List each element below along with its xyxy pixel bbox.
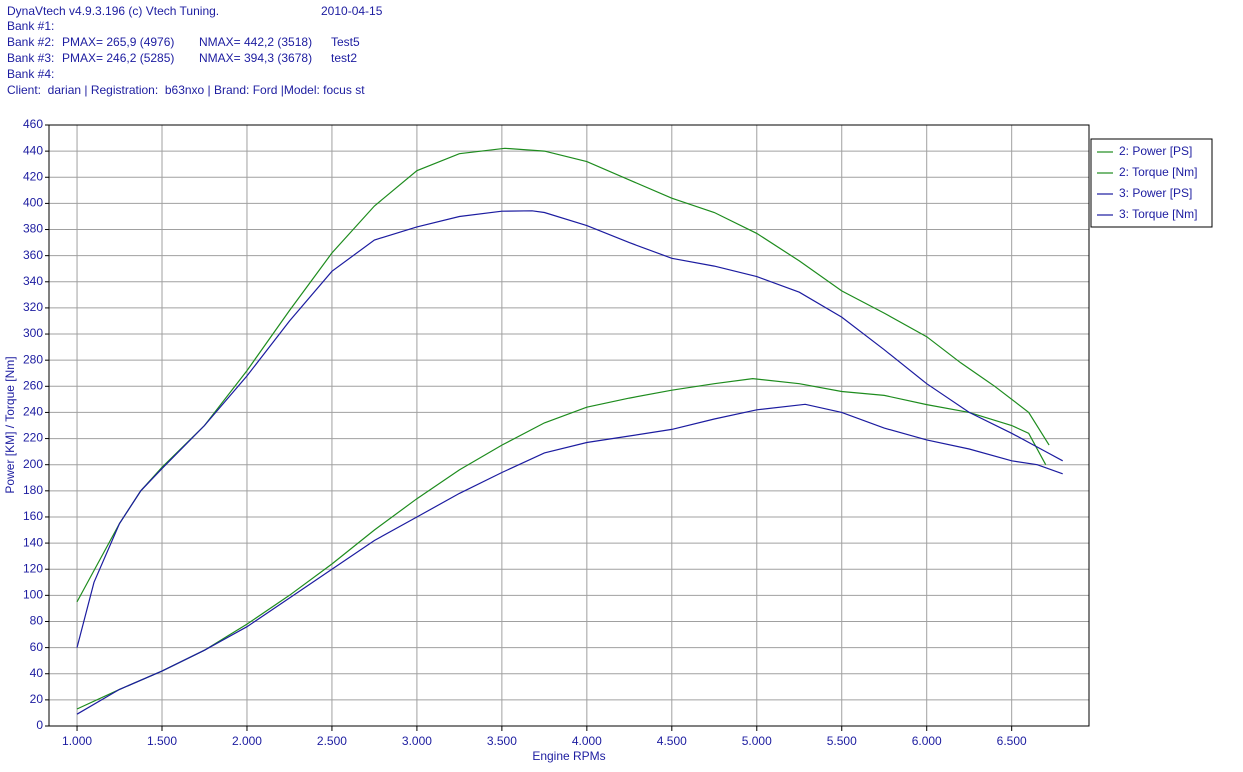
bank-pmax: PMAX= 246,2 (5285) [62, 51, 174, 65]
y-tick-label: 420 [23, 169, 43, 183]
x-tick-label: 3.000 [402, 734, 432, 748]
y-tick-label: 360 [23, 248, 43, 262]
y-tick-label: 300 [23, 326, 43, 340]
y-tick-label: 100 [23, 588, 43, 602]
x-tick-label: 6.000 [912, 734, 942, 748]
software: DynaVtech v4.9.3.196 (c) Vtech Tuning. [7, 4, 219, 18]
bank-nmax: NMAX= 442,2 (3518) [199, 35, 312, 49]
y-tick-label: 180 [23, 483, 43, 497]
y-tick-label: 380 [23, 222, 43, 236]
bank-label: Bank #4: [7, 67, 54, 81]
x-tick-label: 5.000 [742, 734, 772, 748]
legend-label: 3: Torque [Nm] [1119, 207, 1197, 221]
y-tick-label: 440 [23, 143, 43, 157]
y-tick-label: 0 [36, 718, 43, 732]
y-tick-label: 60 [30, 640, 44, 654]
y-tick-label: 240 [23, 405, 43, 419]
y-tick-label: 340 [23, 274, 43, 288]
bank-pmax: PMAX= 265,9 (4976) [62, 35, 174, 49]
y-tick-label: 320 [23, 300, 43, 314]
x-tick-label: 2.000 [232, 734, 262, 748]
x-tick-label: 1.500 [147, 734, 177, 748]
series-line [76, 210, 1063, 648]
y-tick-label: 200 [23, 457, 43, 471]
series-line [76, 377, 1047, 710]
y-tick-label: 80 [30, 614, 44, 628]
plot-area [48, 124, 1090, 727]
date: 2010-04-15 [321, 4, 383, 18]
series-line [76, 403, 1063, 715]
y-tick-label: 120 [23, 561, 43, 575]
plot-border [48, 124, 1090, 727]
bank-name: Test5 [331, 35, 360, 49]
x-tick-label: 2.500 [317, 734, 347, 748]
lines [76, 147, 1063, 715]
y-tick-label: 400 [23, 196, 43, 210]
x-tick-label: 1.000 [62, 734, 92, 748]
bank-label: Bank #2: [7, 35, 54, 49]
y-tick-label: 40 [30, 666, 44, 680]
x-tick-label: 3.500 [487, 734, 517, 748]
y-tick-label: 220 [23, 431, 43, 445]
legend-label: 2: Power [PS] [1119, 144, 1192, 158]
y-tick-label: 280 [23, 352, 43, 366]
bank-nmax: NMAX= 394,3 (3678) [199, 51, 312, 65]
y-tick-label: 160 [23, 509, 43, 523]
y-tick-label: 260 [23, 378, 43, 392]
x-axis-label: Engine RPMs [532, 749, 605, 763]
banks: Bank #1: Bank #2: PMAX= 265,9 (4976) NMAX= … [7, 19, 360, 81]
client: Client: darian | Registration: b63nxo | … [7, 83, 365, 97]
legend: 2: Power [PS] 2: Torque [Nm] 3: Power [PS]… [1097, 144, 1197, 221]
x-tick-label: 5.500 [827, 734, 857, 748]
y-tick-label: 140 [23, 535, 43, 549]
bank-label: Bank #1: [7, 19, 54, 33]
legend-label: 2: Torque [Nm] [1119, 165, 1197, 179]
legend-label: 3: Power [PS] [1119, 186, 1192, 200]
bank-name: test2 [331, 51, 357, 65]
y-tick-label: 460 [23, 117, 43, 131]
x-tick-label: 6.500 [997, 734, 1027, 748]
x-tick-label: 4.000 [572, 734, 602, 748]
bank-label: Bank #3: [7, 51, 54, 65]
y-tick-label: 20 [30, 692, 44, 706]
legend-box [1090, 138, 1213, 228]
y-axis-label: Power [KM] / Torque [Nm] [3, 356, 17, 493]
x-tick-label: 4.500 [657, 734, 687, 748]
